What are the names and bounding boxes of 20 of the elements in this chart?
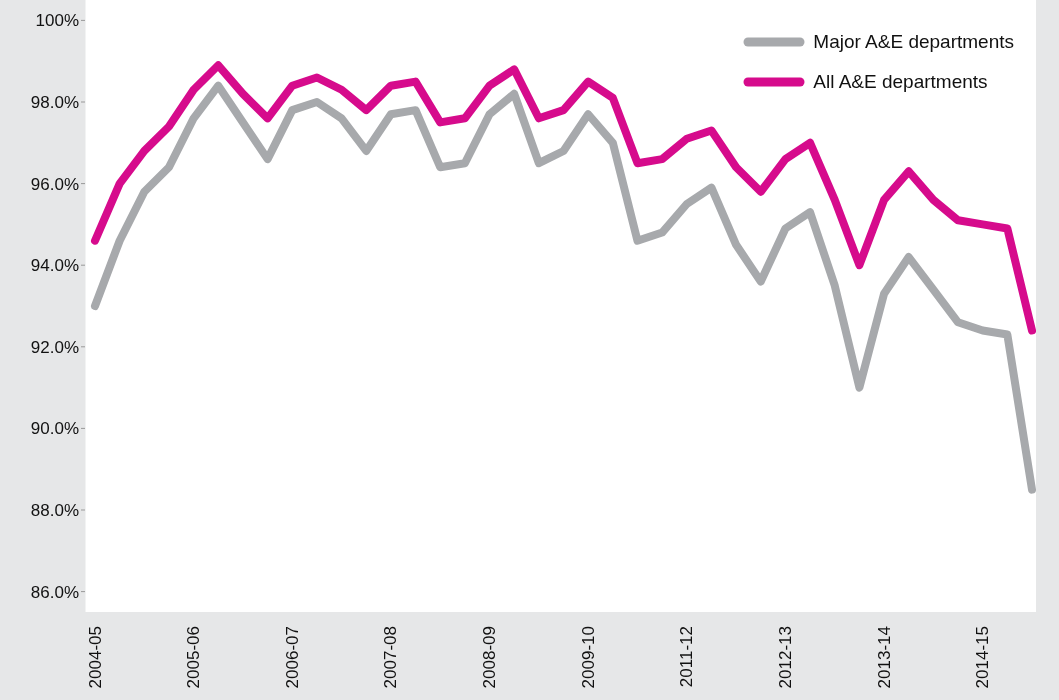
y-tick-label: 90.0% [30, 419, 79, 439]
y-tick-label: 94.0% [30, 256, 79, 276]
x-tick-label: 2011-12 [677, 626, 697, 688]
x-tick-label: 2006-07 [282, 626, 302, 689]
x-tick-label: 2008-09 [480, 626, 500, 689]
x-tick-label: 2007-08 [381, 626, 401, 689]
x-tick-label: 2004-05 [85, 626, 105, 689]
y-tick-label: 98.0% [30, 93, 79, 113]
legend-label: All A&E departments [813, 71, 988, 93]
x-tick-label: 2009-10 [578, 626, 598, 689]
y-tick-label: 86.0% [30, 582, 79, 602]
x-tick-label: 2005-06 [184, 626, 204, 689]
x-tick-label: 2013-14 [874, 626, 894, 689]
y-tick-label: 96.0% [30, 174, 79, 194]
x-tick-label: 2012-13 [775, 626, 795, 689]
y-tick-label: 92.0% [30, 337, 79, 357]
legend-label: Major A&E departments [813, 31, 1014, 53]
x-tick-label: 2014-15 [973, 626, 993, 689]
y-tick-label: 88.0% [30, 501, 79, 521]
y-tick-label: 100% [35, 11, 79, 31]
